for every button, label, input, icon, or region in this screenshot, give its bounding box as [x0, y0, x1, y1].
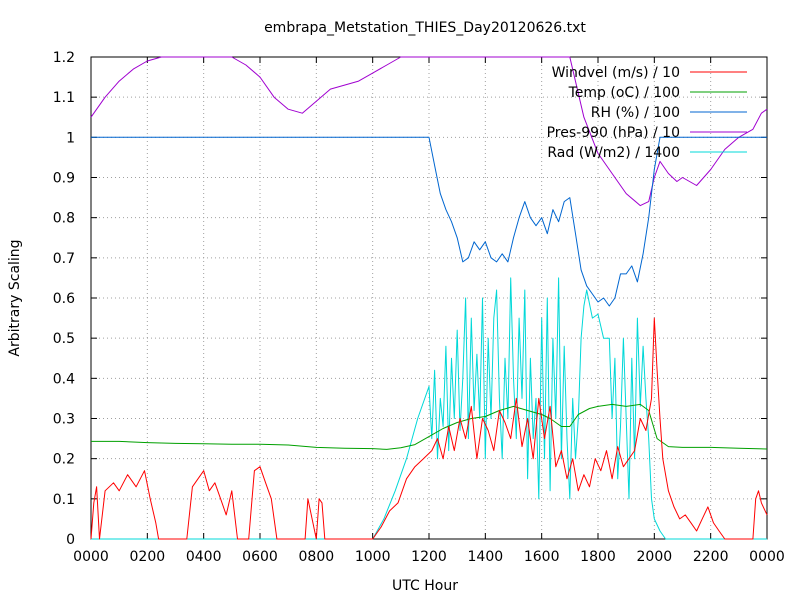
- series-line: [91, 136, 767, 307]
- x-tick-label: 1000: [355, 549, 391, 565]
- y-tick-label: 0.5: [53, 331, 75, 347]
- series-line: [91, 277, 767, 540]
- legend-label: Pres-990 (hPa) / 10: [547, 125, 680, 141]
- y-tick-label: 0.7: [53, 251, 75, 267]
- y-axis-label: Arbitrary Scaling: [7, 239, 23, 356]
- x-tick-label: 0000: [73, 549, 109, 565]
- series-line: [91, 403, 768, 450]
- x-tick-label: 0000: [749, 549, 785, 565]
- y-tick-label: 0.8: [53, 211, 75, 227]
- x-tick-label: 0200: [130, 549, 166, 565]
- x-tick-label: 2000: [637, 549, 673, 565]
- y-tick-label: 0.9: [53, 171, 75, 187]
- y-tick-label: 1: [66, 130, 75, 146]
- x-tick-label: 1200: [411, 549, 447, 565]
- x-tick-label: 0800: [299, 549, 335, 565]
- legend-label: Rad (W/m2) / 1400: [547, 145, 680, 161]
- legend-label: Temp (oC) / 100: [568, 85, 680, 101]
- series-line: [90, 56, 768, 207]
- x-axis-label: UTC Hour: [392, 578, 458, 594]
- x-tick-label: 0400: [186, 549, 222, 565]
- y-tick-label: 1.2: [53, 50, 75, 66]
- y-tick-label: 0: [66, 532, 75, 548]
- x-tick-label: 1600: [524, 549, 560, 565]
- x-tick-label: 1400: [468, 549, 504, 565]
- y-tick-label: 0.2: [53, 452, 75, 468]
- x-tick-label: 2200: [693, 549, 729, 565]
- chart-title: embrapa_Metstation_THIES_Day20120626.txt: [264, 20, 586, 36]
- y-tick-label: 1.1: [53, 90, 75, 106]
- series-group: [90, 56, 768, 540]
- y-tick-label: 0.1: [53, 492, 75, 508]
- legend: Windvel (m/s) / 10 Temp (oC) / 100 RH (%) …: [547, 65, 747, 161]
- y-tick-label: 0.3: [53, 412, 75, 428]
- x-tick-label: 0600: [242, 549, 278, 565]
- legend-label: RH (%) / 100: [591, 105, 680, 121]
- x-tick-label: 1800: [580, 549, 616, 565]
- y-tick-label: 0.4: [53, 371, 75, 387]
- series-line: [90, 317, 768, 540]
- y-tick-label: 0.6: [53, 291, 75, 307]
- ticks: 0000 0200 0400 0600 0800 1000 1200 1400 1600 1800…: [53, 50, 785, 565]
- legend-label: Windvel (m/s) / 10: [552, 65, 680, 81]
